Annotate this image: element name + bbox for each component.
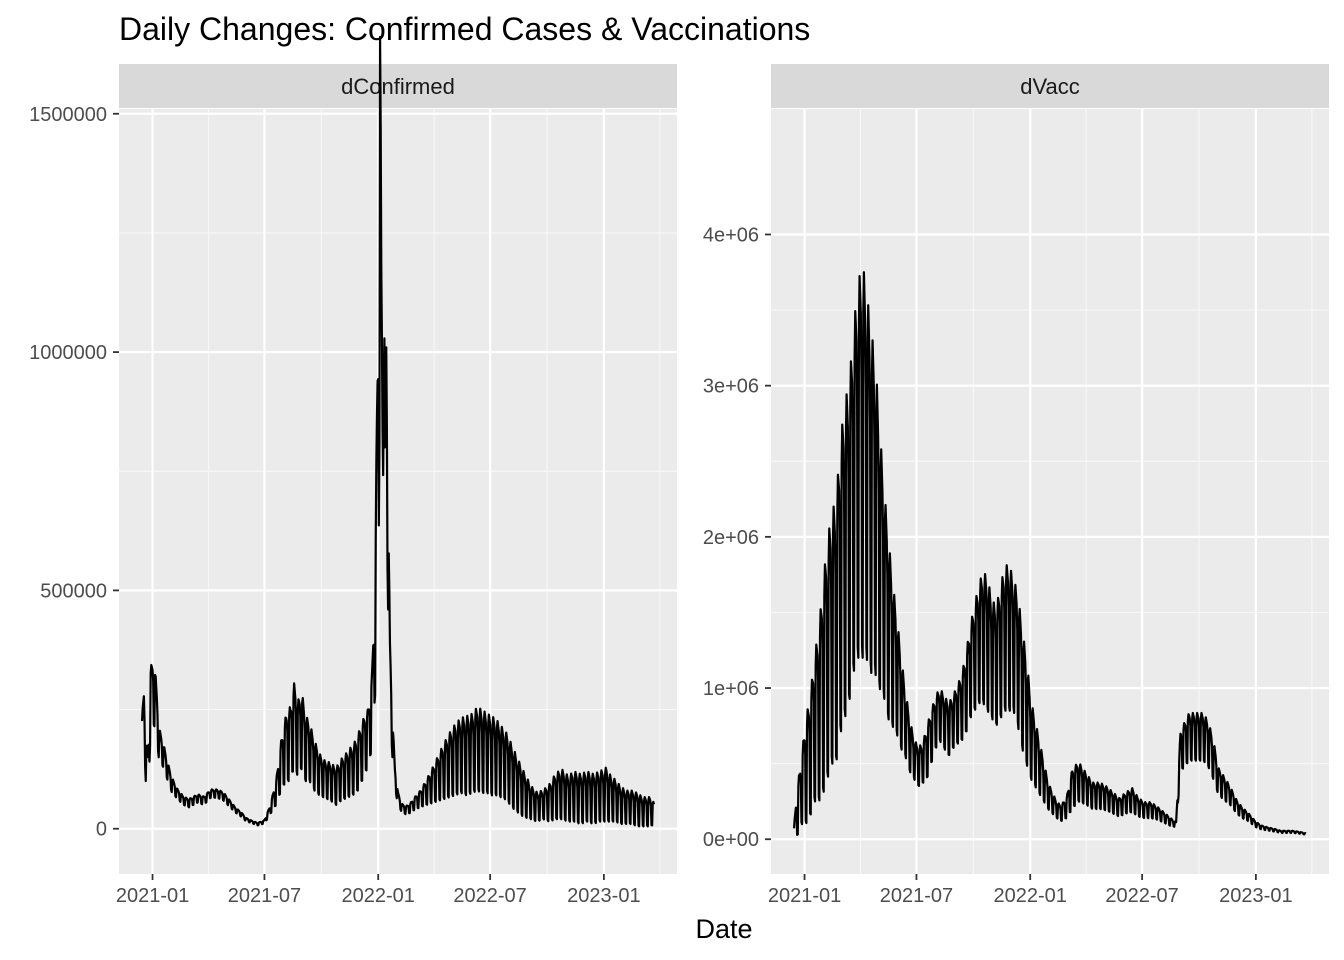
dvacc-x-tick-label: 2021-07 bbox=[880, 885, 953, 907]
panel-dconfirmed-strip-label: dConfirmed bbox=[341, 74, 455, 99]
panel-dconfirmed-strip bbox=[119, 64, 677, 108]
dconfirmed-y-tick-label: 0 bbox=[96, 819, 107, 841]
dvacc-y-tick-label: 4e+06 bbox=[703, 224, 759, 246]
chart-title: Daily Changes: Confirmed Cases & Vaccina… bbox=[119, 11, 810, 47]
dconfirmed-y-tick-label: 500000 bbox=[40, 580, 107, 602]
dvacc-series-line bbox=[792, 271, 1307, 836]
panel-dconfirmed: dConfirmed 0 500000 1000000 1500000 2021-01… bbox=[29, 35, 677, 907]
panel-dvacc-strip-label: dVacc bbox=[1020, 74, 1080, 99]
panel-dconfirmed-y-axis: 0 500000 1000000 1500000 bbox=[29, 104, 119, 841]
dvacc-y-tick-label: 3e+06 bbox=[703, 376, 759, 398]
panel-dvacc-strip bbox=[771, 64, 1329, 108]
panel-dconfirmed-x-axis: 2021-01 2021-07 2022-01 2022-07 2023-01 bbox=[116, 874, 641, 907]
dconfirmed-x-tick-label: 2021-07 bbox=[228, 885, 301, 907]
dvacc-y-tick-label: 2e+06 bbox=[703, 527, 759, 549]
panel-dconfirmed-background bbox=[119, 109, 677, 874]
dvacc-x-tick-label: 2021-01 bbox=[768, 885, 841, 907]
dconfirmed-x-tick-label: 2021-01 bbox=[116, 885, 189, 907]
dconfirmed-y-tick-label: 1500000 bbox=[29, 104, 107, 126]
panel-dvacc-y-axis: 0e+00 1e+06 2e+06 3e+06 4e+06 bbox=[703, 224, 771, 851]
dconfirmed-x-tick-label: 2022-07 bbox=[453, 885, 526, 907]
panel-dvacc-series bbox=[792, 271, 1307, 836]
dvacc-x-tick-label: 2022-07 bbox=[1105, 885, 1178, 907]
dvacc-y-tick-label: 1e+06 bbox=[703, 678, 759, 700]
dconfirmed-x-tick-label: 2022-01 bbox=[342, 885, 415, 907]
dconfirmed-y-tick-label: 1000000 bbox=[29, 342, 107, 364]
dconfirmed-series-line bbox=[140, 35, 656, 828]
panel-dvacc-x-axis: 2021-01 2021-07 2022-01 2022-07 2023-01 bbox=[768, 874, 1293, 907]
dvacc-y-tick-label: 0e+00 bbox=[703, 829, 759, 851]
x-axis-title: Date bbox=[695, 914, 752, 944]
panel-dconfirmed-series bbox=[140, 35, 656, 828]
panel-dvacc-gridlines bbox=[771, 109, 1329, 874]
dvacc-x-tick-label: 2023-01 bbox=[1219, 885, 1292, 907]
dvacc-x-tick-label: 2022-01 bbox=[994, 885, 1067, 907]
dconfirmed-x-tick-label: 2023-01 bbox=[567, 885, 640, 907]
